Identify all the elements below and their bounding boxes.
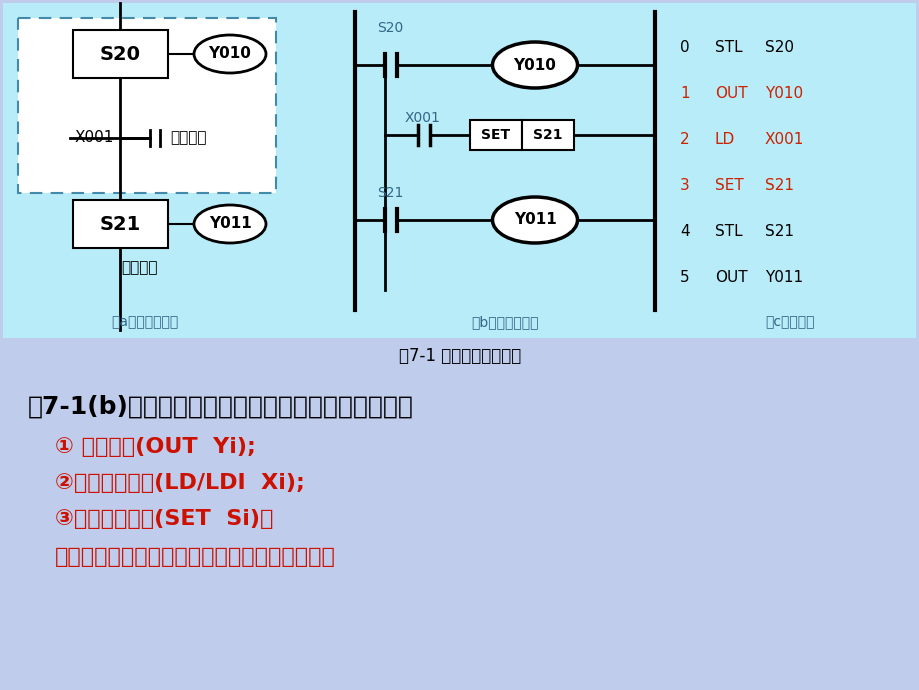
Text: 5: 5	[679, 270, 689, 286]
Text: S21: S21	[377, 186, 403, 200]
Text: S21: S21	[765, 224, 793, 239]
FancyBboxPatch shape	[3, 3, 915, 338]
Text: 1: 1	[679, 86, 689, 101]
FancyBboxPatch shape	[18, 18, 276, 193]
Text: LD: LD	[714, 132, 734, 148]
Text: Y010: Y010	[513, 57, 556, 72]
Text: X001: X001	[765, 132, 803, 148]
Text: Y011: Y011	[765, 270, 802, 286]
Text: Y010: Y010	[765, 86, 802, 101]
Text: STL: STL	[714, 41, 742, 55]
Text: 4: 4	[679, 224, 689, 239]
Text: 0: 0	[679, 41, 689, 55]
Text: STL: STL	[714, 224, 742, 239]
Text: ① 驱动负载(OUT  Yi);: ① 驱动负载(OUT Yi);	[55, 437, 255, 457]
Ellipse shape	[194, 35, 266, 73]
Text: X001: X001	[75, 130, 114, 146]
Text: ②指定转移条件(LD/LDI  Xi);: ②指定转移条件(LD/LDI Xi);	[55, 473, 304, 493]
Text: Y011: Y011	[513, 213, 556, 228]
Text: （a）状态转移图: （a）状态转移图	[111, 315, 178, 329]
Text: （c）指令表: （c）指令表	[765, 315, 814, 329]
Text: S20: S20	[99, 44, 141, 63]
Text: Y011: Y011	[209, 217, 251, 232]
Text: 3: 3	[679, 179, 689, 193]
Text: 图7-1 步进指令表示方法: 图7-1 步进指令表示方法	[399, 347, 520, 365]
Text: 2: 2	[679, 132, 689, 148]
Text: ③指定转移目标(SET  Si)。: ③指定转移目标(SET Si)。	[55, 509, 273, 529]
Text: S20: S20	[377, 21, 403, 35]
Text: S21: S21	[533, 128, 562, 142]
Text: S20: S20	[765, 41, 793, 55]
Ellipse shape	[492, 197, 577, 243]
Text: OUT: OUT	[714, 86, 747, 101]
Ellipse shape	[492, 42, 577, 88]
Text: S21: S21	[765, 179, 793, 193]
Text: X001: X001	[404, 111, 440, 125]
Text: Y010: Y010	[209, 46, 251, 61]
Text: 称为状态的三要素。后两个功能是必不可少的。: 称为状态的三要素。后两个功能是必不可少的。	[55, 547, 335, 567]
Bar	[521, 120, 573, 150]
Text: 转移目标: 转移目标	[121, 261, 158, 275]
Text: SET: SET	[481, 128, 510, 142]
Text: （b）状态梯形图: （b）状态梯形图	[471, 315, 539, 329]
Bar	[470, 120, 521, 150]
Text: 转移条件: 转移条件	[170, 130, 206, 146]
Bar	[73, 30, 168, 78]
Ellipse shape	[194, 205, 266, 243]
Text: SET: SET	[714, 179, 743, 193]
Bar	[73, 200, 168, 248]
Text: S21: S21	[99, 215, 141, 233]
Text: OUT: OUT	[714, 270, 747, 286]
Text: 图7-1(b)中每个状态的内母线上都将提供三种功能：: 图7-1(b)中每个状态的内母线上都将提供三种功能：	[28, 395, 414, 419]
